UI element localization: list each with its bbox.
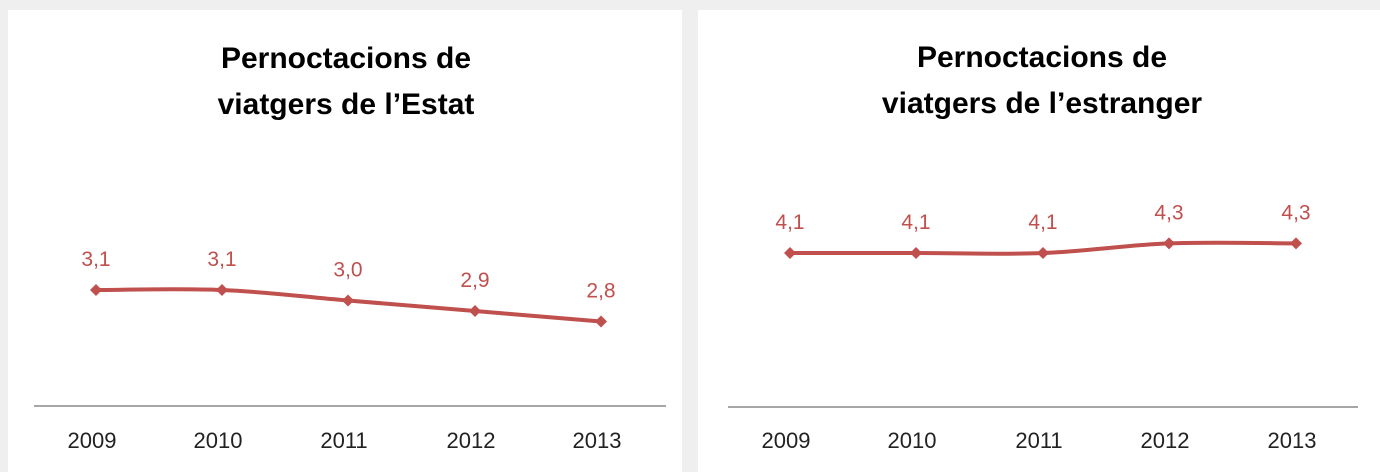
- x-tick-label: 2013: [573, 428, 622, 453]
- data-point-marker: [90, 284, 102, 296]
- x-tick-label: 2010: [888, 428, 937, 453]
- data-label: 3,1: [81, 248, 110, 271]
- data-label: 2,8: [586, 280, 615, 303]
- x-tick-label: 2011: [1015, 428, 1062, 453]
- data-point-marker: [784, 247, 796, 259]
- x-tick-label: 2012: [1141, 428, 1190, 453]
- data-point-marker: [216, 284, 228, 296]
- data-label: 4,1: [901, 211, 930, 234]
- data-point-marker: [910, 247, 922, 259]
- data-label: 3,0: [333, 259, 362, 282]
- chart-title-line-1: Pernoctacions de: [917, 41, 1167, 74]
- x-tick-label: 2009: [762, 428, 811, 453]
- data-label: 3,1: [207, 248, 236, 271]
- chart-title-line-2: viatgers de l’Estat: [218, 88, 475, 121]
- data-label: 4,3: [1281, 201, 1310, 224]
- x-tick-label: 2009: [68, 428, 117, 453]
- chart-panel-estat: Pernoctacions de viatgers de l’Estat 3,1 20…: [8, 10, 682, 472]
- x-tick-label: 2013: [1268, 428, 1317, 453]
- x-tick-label: 2011: [320, 428, 367, 453]
- data-label: 4,3: [1154, 201, 1183, 224]
- data-point-marker: [1037, 247, 1049, 259]
- chart-title-line-1: Pernoctacions de: [221, 42, 471, 75]
- data-label: 4,1: [1028, 211, 1057, 234]
- data-label: 4,1: [775, 211, 804, 234]
- chart-estat: Pernoctacions de viatgers de l’Estat 3,1 20…: [34, 42, 666, 453]
- data-point-marker: [1290, 237, 1302, 250]
- data-point-marker: [1163, 237, 1175, 250]
- data-label: 2,9: [460, 269, 489, 292]
- data-point-marker: [469, 305, 481, 317]
- chart-title-line-2: viatgers de l’estranger: [882, 87, 1202, 120]
- x-tick-label: 2012: [447, 428, 496, 453]
- x-tick-label: 2010: [194, 428, 243, 453]
- data-point-marker: [342, 294, 354, 307]
- data-point-marker: [595, 315, 607, 328]
- chart-estranger: Pernoctacions de viatgers de l’estranger 4…: [728, 41, 1358, 453]
- chart-panel-estranger: Pernoctacions de viatgers de l’estranger 4…: [698, 10, 1380, 472]
